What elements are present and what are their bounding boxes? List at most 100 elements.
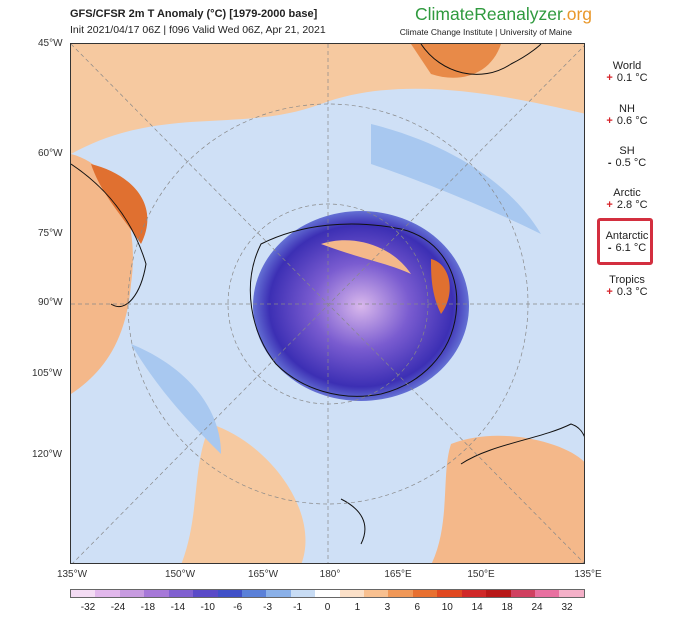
colorbar-tick-label: -32 (80, 602, 96, 613)
colorbar-tick-label: -18 (140, 602, 156, 613)
colorbar-swatch (193, 590, 218, 597)
map-canvas (71, 44, 584, 563)
south-america-coastline (71, 163, 147, 307)
region-value: 0.3 °C (616, 286, 648, 298)
colorbar-tick-label: 14 (471, 602, 483, 613)
colorbar-swatch (290, 590, 316, 597)
brand-org: .org (561, 4, 592, 24)
region-name: SH (619, 145, 635, 157)
region-name: NH (619, 103, 635, 115)
colorbar-swatch (168, 590, 194, 597)
colorbar-swatch (559, 590, 584, 597)
colorbar-swatch (437, 590, 462, 597)
region-value: 6.1 °C (615, 242, 647, 254)
region-name: Arctic (613, 187, 641, 199)
brand-subtitle: Climate Change Institute | University of… (399, 27, 572, 37)
lon-label-1: 150°W (164, 569, 196, 580)
region-sign: + (606, 199, 613, 211)
colorbar-tick-label: 3 (384, 602, 391, 613)
region-antarctic: Antarctic -6.1 °C (596, 230, 658, 254)
brand-logo[interactable]: ClimateReanalyzer.org (415, 4, 592, 25)
colorbar-swatch (241, 590, 267, 597)
colorbar-tick-label: -3 (263, 602, 273, 613)
region-sign: - (607, 157, 612, 169)
colorbar-swatch (266, 590, 291, 597)
region-name: Tropics (609, 274, 645, 286)
warm-band-south (181, 424, 306, 563)
colorbar-tick-label: 10 (441, 602, 453, 613)
warm-patch-africa (411, 44, 501, 78)
colorbar-swatch (412, 590, 438, 597)
region-nh: NH +0.6 °C (596, 103, 658, 127)
colorbar-swatch (71, 590, 96, 597)
lon-label-6: 135°E (574, 569, 602, 580)
lon-label-3: 180° (319, 569, 341, 580)
colorbar-tick-label: -6 (233, 602, 243, 613)
colorbar-labels: -32 -24 -18 -14 -10 -6 -3 -1 0 1 3 6 10 14 18 24 32 (70, 602, 585, 616)
colorbar-tick-label: 1 (354, 602, 361, 613)
region-sh: SH -0.5 °C (596, 145, 658, 169)
lat-label-4: 105°W (32, 368, 63, 379)
region-name: Antarctic (605, 230, 649, 242)
lon-label-2: 165°W (247, 569, 279, 580)
chart-title: GFS/CFSR 2m T Anomaly (°C) [1979-2000 ba… (70, 8, 318, 20)
colorbar-tick-label: -14 (170, 602, 186, 613)
warm-band-west (71, 154, 133, 394)
region-sign: + (606, 115, 613, 127)
antarctica-coastline (249, 223, 458, 397)
colorbar-swatch (144, 590, 169, 597)
colorbar-swatch (339, 590, 365, 597)
region-arctic: Arctic +2.8 °C (596, 187, 658, 211)
colorbar-swatch (510, 590, 536, 597)
australia-coastline (460, 423, 584, 465)
region-sign: - (607, 242, 612, 254)
colorbar-swatch (486, 590, 511, 597)
lat-label-1: 60°W (38, 148, 63, 159)
colorbar-swatch (461, 590, 487, 597)
brand-name: ClimateReanalyzer (414, 4, 562, 24)
colorbar-swatch (315, 590, 340, 597)
region-sign: + (606, 72, 613, 84)
colorbar-tick-label: 32 (561, 602, 573, 613)
colorbar-tick-label: 24 (531, 602, 543, 613)
anomaly-map (70, 43, 585, 564)
colorbar-tick-label: 18 (501, 602, 513, 613)
colorbar-swatch (535, 590, 560, 597)
colorbar-swatch (217, 590, 242, 597)
colorbar-swatch (364, 590, 389, 597)
region-name: World (612, 60, 642, 72)
region-world: World +0.1 °C (596, 60, 658, 84)
lat-label-3: 90°W (38, 297, 63, 308)
colorbar-tick-label: -1 (293, 602, 303, 613)
warm-patch-australia (431, 435, 584, 563)
colorbar-swatch (95, 590, 120, 597)
warm-patch-southamerica (91, 164, 148, 244)
colorbar-swatch (119, 590, 145, 597)
africa-coastline (420, 44, 542, 75)
new-zealand-coastline (340, 498, 366, 545)
colorbar-tick-label: -24 (110, 602, 126, 613)
lon-label-5: 150°E (467, 569, 495, 580)
graticule (71, 44, 584, 563)
region-value: 2.8 °C (616, 199, 648, 211)
chart-subtitle: Init 2021/04/17 06Z | f096 Valid Wed 06Z… (70, 24, 326, 36)
region-sign: + (606, 286, 613, 298)
colorbar-swatch (388, 590, 413, 597)
warm-patch-coast (431, 259, 450, 314)
cool-swirl-east (371, 124, 541, 234)
region-value: 0.1 °C (616, 72, 648, 84)
region-tropics: Tropics +0.3 °C (596, 274, 658, 298)
colorbar (70, 589, 585, 598)
lat-label-5: 120°W (32, 449, 63, 460)
lon-label-4: 165°E (384, 569, 412, 580)
colorbar-tick-label: -10 (200, 602, 215, 613)
warm-intrusion-antarctic (321, 240, 411, 274)
lon-label-0: 135°W (56, 569, 88, 580)
lat-label-2: 75°W (38, 228, 63, 239)
colorbar-tick-label: 0 (324, 602, 331, 613)
colorbar-tick-label: 6 (414, 602, 421, 613)
lat-label-0: 45°W (38, 38, 63, 49)
region-value: 0.6 °C (616, 115, 648, 127)
region-value: 0.5 °C (615, 157, 647, 169)
cool-swirl-west (131, 344, 221, 454)
